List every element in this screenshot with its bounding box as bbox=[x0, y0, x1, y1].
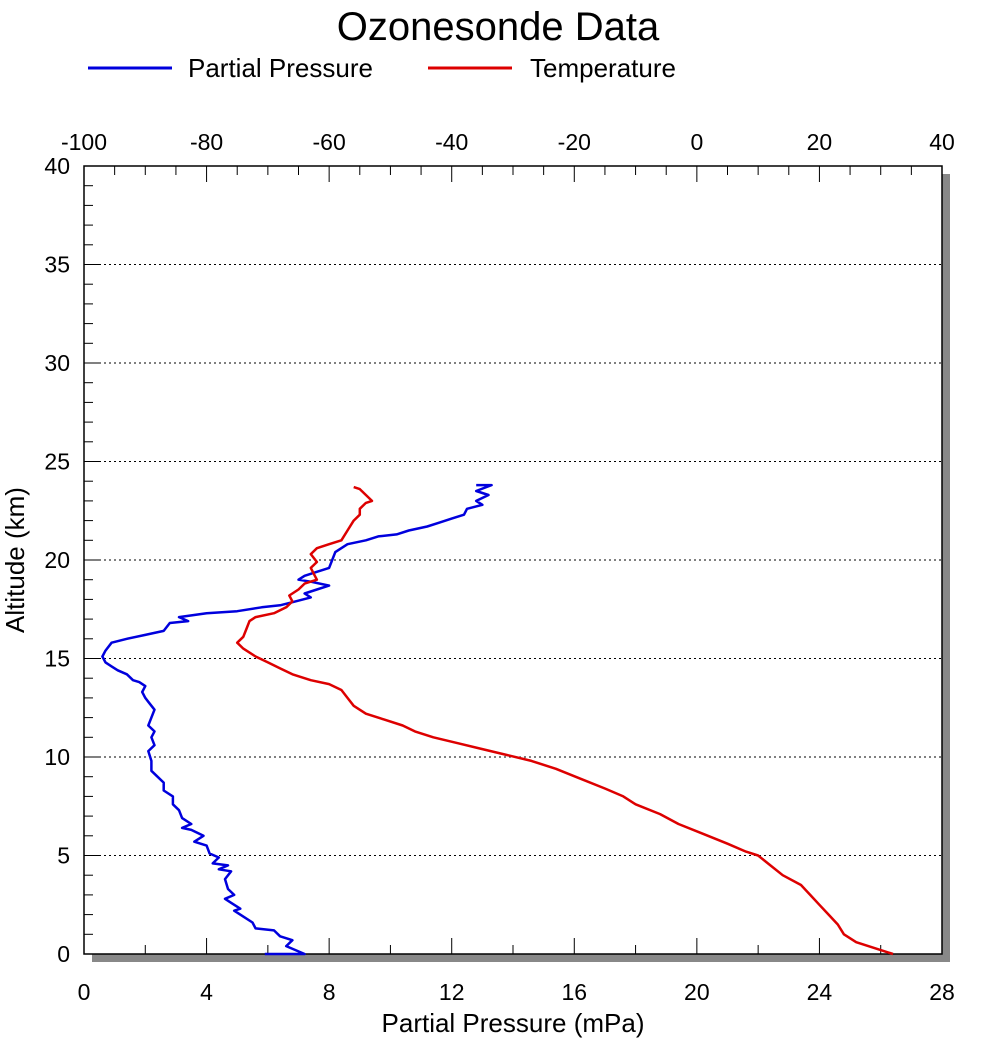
chart-title: Ozonesonde Data bbox=[337, 5, 660, 49]
legend-label-temperature: Temperature bbox=[530, 53, 676, 83]
y-tick-label: 35 bbox=[44, 252, 70, 278]
y-tick-label: 25 bbox=[44, 449, 70, 475]
x-bottom-tick-label: 12 bbox=[439, 979, 465, 1005]
x-bottom-tick-label: 28 bbox=[929, 979, 955, 1005]
x-bottom-tick-label: 20 bbox=[684, 979, 710, 1005]
x-bottom-tick-label: 24 bbox=[807, 979, 833, 1005]
x-bottom-tick-label: 0 bbox=[78, 979, 91, 1005]
y-tick-label: 30 bbox=[44, 350, 70, 376]
x-top-tick-label: -100 bbox=[61, 129, 107, 155]
x-top-tick-label: -40 bbox=[435, 129, 468, 155]
series-line-partial-pressure bbox=[101, 483, 493, 956]
y-tick-label: 0 bbox=[57, 941, 70, 967]
legend-label-partial-pressure: Partial Pressure bbox=[188, 53, 373, 83]
x-top-tick-label: 0 bbox=[690, 129, 703, 155]
y-tick-label: 20 bbox=[44, 547, 70, 573]
axis-ticks bbox=[83, 165, 943, 955]
x-axis-title: Partial Pressure (mPa) bbox=[382, 1008, 645, 1038]
x-top-tick-label: -60 bbox=[313, 129, 346, 155]
y-tick-label: 10 bbox=[44, 744, 70, 770]
y-tick-label: 5 bbox=[57, 843, 70, 869]
x-bottom-tick-label: 16 bbox=[561, 979, 587, 1005]
x-top-tick-label: 20 bbox=[807, 129, 833, 155]
y-tick-label: 40 bbox=[44, 153, 70, 179]
x-bottom-tick-label: 4 bbox=[200, 979, 213, 1005]
x-top-tick-label: -80 bbox=[190, 129, 223, 155]
grid bbox=[84, 264, 942, 856]
series-layer bbox=[101, 483, 894, 956]
series-line-temperature bbox=[235, 485, 894, 956]
y-axis-title: Altitude (km) bbox=[0, 487, 30, 633]
x-top-tick-label: 40 bbox=[929, 129, 955, 155]
y-tick-label: 15 bbox=[44, 646, 70, 672]
legend: Partial Pressure Temperature bbox=[88, 53, 676, 83]
tick-labels: 0 5 10 15 20 25 30 35 40 0 4 8 12 16 20 24 28 -100 -80 -60 -… bbox=[44, 129, 954, 1005]
x-top-tick-label: -20 bbox=[558, 129, 591, 155]
x-bottom-tick-label: 8 bbox=[323, 979, 336, 1005]
plot-area bbox=[83, 165, 943, 955]
